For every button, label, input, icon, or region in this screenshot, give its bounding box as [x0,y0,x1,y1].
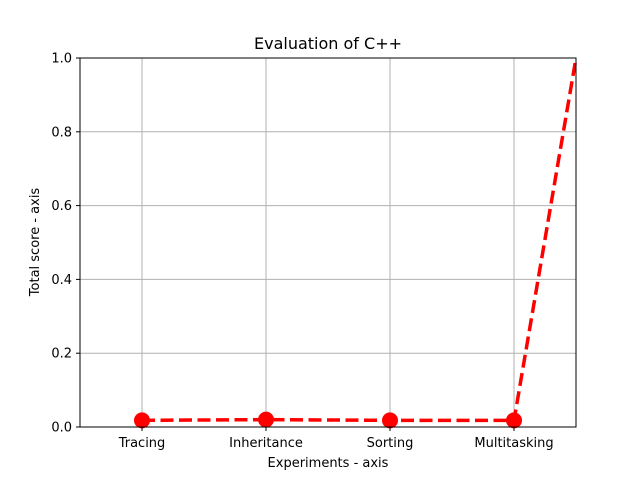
data-point [258,411,274,428]
chart-title: Evaluation of C++ [254,34,402,53]
plot-frame [79,57,577,428]
x-tick-label: Sorting [367,436,414,451]
data-point [506,412,522,429]
y-tick-label: 0.2 [51,347,72,362]
y-axis-label: Total score - axis [28,188,43,298]
x-axis-label: Experiments - axis [268,456,389,471]
y-tick-label: 0.6 [51,199,72,214]
x-tick-label: Inheritance [229,436,303,451]
data-point [134,412,150,429]
data-point [382,412,398,429]
series-line [141,57,578,423]
y-tick-label: 0.4 [51,273,72,288]
series-layer [134,57,578,429]
y-tick-label: 0.8 [51,125,72,140]
grid-lines [80,57,576,428]
x-tick-label: Multitasking [474,436,553,451]
y-tick-label: 0.0 [51,421,72,436]
x-axis-ticks: Tracing Inheritance Sorting Multitasking [118,427,554,451]
y-tick-label: 1.0 [51,52,72,67]
x-tick-label: Tracing [118,436,166,451]
y-axis-ticks: 0.0 0.2 0.4 0.6 0.8 1.0 [51,52,80,436]
